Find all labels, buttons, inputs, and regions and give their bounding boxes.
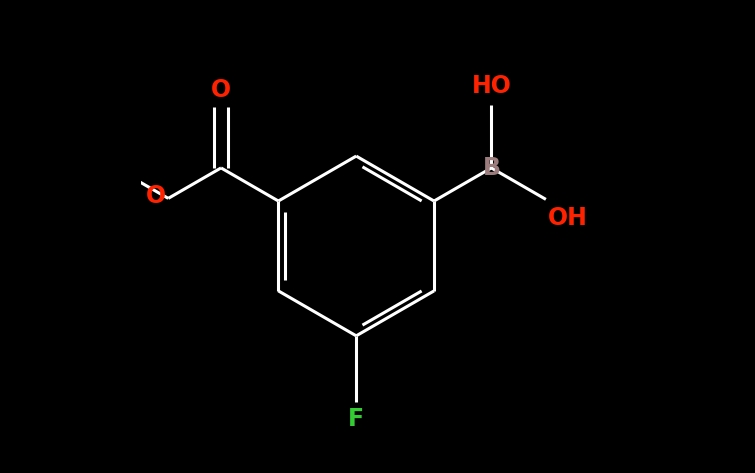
Text: O: O — [211, 78, 231, 102]
Text: O: O — [146, 184, 166, 208]
Text: F: F — [348, 407, 364, 431]
Text: HO: HO — [471, 74, 511, 98]
Text: B: B — [482, 156, 501, 180]
Text: OH: OH — [548, 207, 588, 230]
